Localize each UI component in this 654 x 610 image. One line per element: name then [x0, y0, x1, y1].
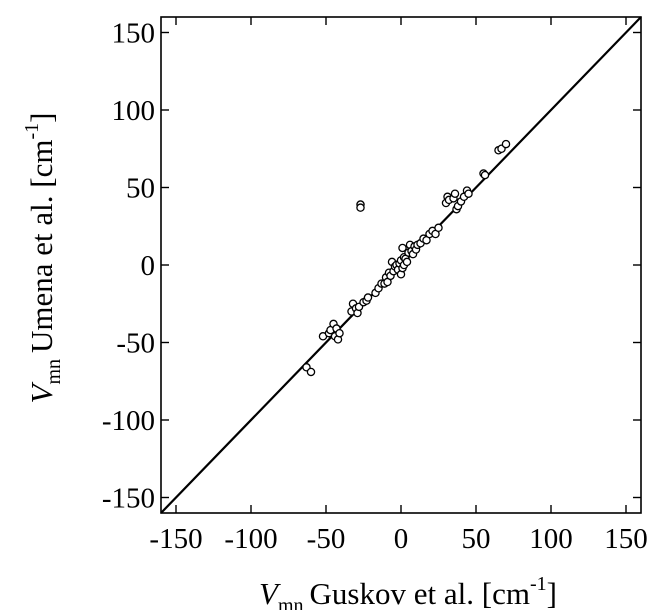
data-point — [464, 189, 473, 198]
y-tick-label: 100 — [112, 95, 156, 127]
data-point — [501, 139, 511, 149]
x-axis-title-sup: -1 — [530, 573, 547, 595]
data-point — [306, 367, 316, 377]
data-point — [480, 170, 490, 180]
x-axis-title: Vmn Guskov et al. [cm-1] — [259, 573, 557, 610]
x-tick-label: 150 — [604, 523, 648, 555]
x-tick-label: -100 — [224, 523, 277, 555]
y-axis-title-sup: -1 — [21, 123, 43, 140]
data-point — [402, 257, 412, 267]
x-tick-label: -50 — [307, 523, 346, 555]
y-axis-title-close: ] — [24, 113, 59, 123]
y-axis-title: Vmn Umena et al. [cm-1] — [21, 113, 65, 404]
x-tick-label: 50 — [462, 523, 491, 555]
x-axis-title-text: Guskov et al. [cm — [310, 576, 530, 610]
y-tick-label: -100 — [102, 405, 155, 437]
y-axis-title-text: Umena et al. [cm — [24, 140, 59, 353]
data-point — [363, 293, 373, 302]
data-points — [302, 139, 511, 377]
x-axis-title-var: V — [259, 576, 281, 610]
y-tick-label: 0 — [141, 250, 156, 282]
y-axis-title-var: V — [24, 381, 59, 403]
y-axis-tick-labels: -150 -100 -50 0 50 100 150 — [102, 18, 155, 515]
y-tick-label: -50 — [116, 328, 155, 360]
data-point — [356, 203, 365, 212]
x-tick-label: -150 — [149, 523, 202, 555]
y-axis-title-sub: mn — [43, 359, 65, 385]
x-axis-ticks — [175, 17, 627, 513]
data-point — [450, 189, 460, 198]
y-tick-label: 150 — [112, 18, 156, 50]
y-axis-ticks — [161, 31, 641, 499]
x-tick-label: 100 — [529, 523, 573, 555]
x-axis-title-sub: mn — [278, 595, 304, 610]
x-axis-title-close: ] — [547, 576, 557, 610]
y-tick-label: 50 — [126, 173, 155, 205]
data-point — [335, 328, 344, 338]
x-tick-label: 0 — [394, 523, 409, 555]
x-axis-tick-labels: -150 -100 -50 0 50 100 150 — [149, 523, 647, 555]
y-tick-label: -150 — [102, 483, 155, 515]
data-point — [434, 223, 443, 233]
data-point — [398, 243, 407, 253]
